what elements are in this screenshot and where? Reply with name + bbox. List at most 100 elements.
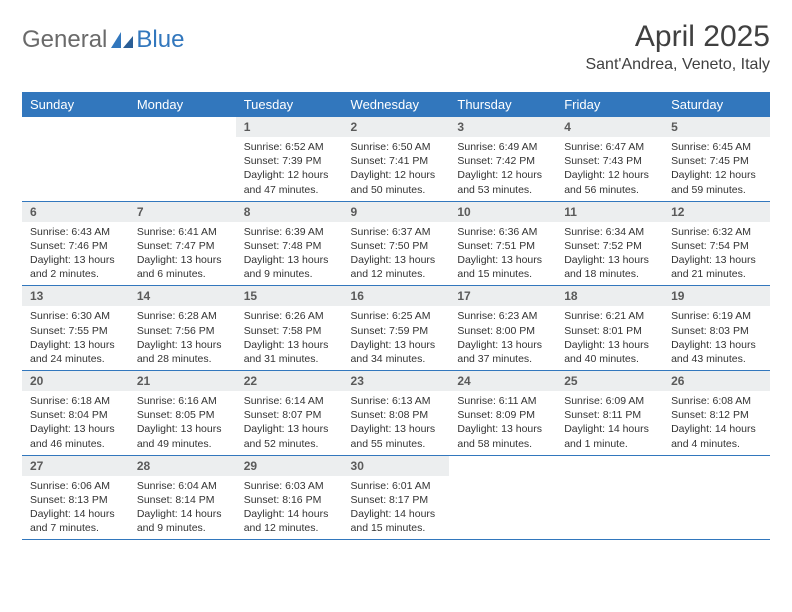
sunset-text: Sunset: 7:41 PM — [351, 154, 442, 168]
day-number: 13 — [22, 286, 129, 306]
day-details: Sunrise: 6:43 AMSunset: 7:46 PMDaylight:… — [22, 222, 129, 286]
daylight-text: Daylight: 13 hours and 31 minutes. — [244, 338, 335, 366]
calendar-empty-cell — [449, 455, 556, 540]
sunrise-text: Sunrise: 6:34 AM — [564, 225, 655, 239]
day-number: 26 — [663, 371, 770, 391]
daylight-text: Daylight: 13 hours and 46 minutes. — [30, 422, 121, 450]
sunrise-text: Sunrise: 6:13 AM — [351, 394, 442, 408]
daylight-text: Daylight: 12 hours and 47 minutes. — [244, 168, 335, 196]
daylight-text: Daylight: 13 hours and 40 minutes. — [564, 338, 655, 366]
sunset-text: Sunset: 7:45 PM — [671, 154, 762, 168]
calendar-empty-cell — [22, 117, 129, 201]
daylight-text: Daylight: 13 hours and 43 minutes. — [671, 338, 762, 366]
calendar-day-cell: 22Sunrise: 6:14 AMSunset: 8:07 PMDayligh… — [236, 371, 343, 456]
sunrise-text: Sunrise: 6:11 AM — [457, 394, 548, 408]
day-number: 30 — [343, 456, 450, 476]
day-number: 29 — [236, 456, 343, 476]
daylight-text: Daylight: 13 hours and 15 minutes. — [457, 253, 548, 281]
sunrise-text: Sunrise: 6:43 AM — [30, 225, 121, 239]
day-number: 22 — [236, 371, 343, 391]
day-number: 7 — [129, 202, 236, 222]
calendar-day-cell: 15Sunrise: 6:26 AMSunset: 7:58 PMDayligh… — [236, 286, 343, 371]
daylight-text: Daylight: 14 hours and 1 minute. — [564, 422, 655, 450]
calendar-day-cell: 25Sunrise: 6:09 AMSunset: 8:11 PMDayligh… — [556, 371, 663, 456]
daylight-text: Daylight: 13 hours and 18 minutes. — [564, 253, 655, 281]
logo-sail-icon — [111, 32, 133, 48]
logo-text-blue: Blue — [136, 26, 184, 54]
day-number: 9 — [343, 202, 450, 222]
calendar-day-cell: 20Sunrise: 6:18 AMSunset: 8:04 PMDayligh… — [22, 371, 129, 456]
brand-logo: General Blue — [22, 26, 184, 54]
sunset-text: Sunset: 8:01 PM — [564, 324, 655, 338]
day-details: Sunrise: 6:34 AMSunset: 7:52 PMDaylight:… — [556, 222, 663, 286]
day-number: 12 — [663, 202, 770, 222]
sunrise-text: Sunrise: 6:14 AM — [244, 394, 335, 408]
sunrise-text: Sunrise: 6:36 AM — [457, 225, 548, 239]
calendar-week-row: 1Sunrise: 6:52 AMSunset: 7:39 PMDaylight… — [22, 117, 770, 201]
sunrise-text: Sunrise: 6:09 AM — [564, 394, 655, 408]
sunset-text: Sunset: 7:51 PM — [457, 239, 548, 253]
calendar-day-cell: 4Sunrise: 6:47 AMSunset: 7:43 PMDaylight… — [556, 117, 663, 201]
calendar-day-cell: 8Sunrise: 6:39 AMSunset: 7:48 PMDaylight… — [236, 201, 343, 286]
calendar-day-cell: 5Sunrise: 6:45 AMSunset: 7:45 PMDaylight… — [663, 117, 770, 201]
calendar-day-cell: 18Sunrise: 6:21 AMSunset: 8:01 PMDayligh… — [556, 286, 663, 371]
calendar-empty-cell — [663, 455, 770, 540]
sunrise-text: Sunrise: 6:04 AM — [137, 479, 228, 493]
calendar-week-row: 20Sunrise: 6:18 AMSunset: 8:04 PMDayligh… — [22, 371, 770, 456]
daylight-text: Daylight: 13 hours and 2 minutes. — [30, 253, 121, 281]
sunset-text: Sunset: 7:50 PM — [351, 239, 442, 253]
day-details: Sunrise: 6:37 AMSunset: 7:50 PMDaylight:… — [343, 222, 450, 286]
day-details: Sunrise: 6:41 AMSunset: 7:47 PMDaylight:… — [129, 222, 236, 286]
calendar-day-cell: 17Sunrise: 6:23 AMSunset: 8:00 PMDayligh… — [449, 286, 556, 371]
day-number: 28 — [129, 456, 236, 476]
day-number: 18 — [556, 286, 663, 306]
sunset-text: Sunset: 8:12 PM — [671, 408, 762, 422]
sunrise-text: Sunrise: 6:23 AM — [457, 309, 548, 323]
sunrise-text: Sunrise: 6:08 AM — [671, 394, 762, 408]
day-number: 15 — [236, 286, 343, 306]
daylight-text: Daylight: 13 hours and 58 minutes. — [457, 422, 548, 450]
sunrise-text: Sunrise: 6:45 AM — [671, 140, 762, 154]
day-details: Sunrise: 6:36 AMSunset: 7:51 PMDaylight:… — [449, 222, 556, 286]
day-details: Sunrise: 6:25 AMSunset: 7:59 PMDaylight:… — [343, 306, 450, 370]
daylight-text: Daylight: 13 hours and 12 minutes. — [351, 253, 442, 281]
daylight-text: Daylight: 14 hours and 7 minutes. — [30, 507, 121, 535]
calendar-day-cell: 9Sunrise: 6:37 AMSunset: 7:50 PMDaylight… — [343, 201, 450, 286]
calendar-day-cell: 27Sunrise: 6:06 AMSunset: 8:13 PMDayligh… — [22, 455, 129, 540]
weekday-header: Wednesday — [343, 92, 450, 117]
sunset-text: Sunset: 7:48 PM — [244, 239, 335, 253]
calendar-day-cell: 16Sunrise: 6:25 AMSunset: 7:59 PMDayligh… — [343, 286, 450, 371]
calendar-week-row: 27Sunrise: 6:06 AMSunset: 8:13 PMDayligh… — [22, 455, 770, 540]
sunrise-text: Sunrise: 6:52 AM — [244, 140, 335, 154]
calendar-table: SundayMondayTuesdayWednesdayThursdayFrid… — [22, 92, 770, 540]
daylight-text: Daylight: 14 hours and 9 minutes. — [137, 507, 228, 535]
sunset-text: Sunset: 8:05 PM — [137, 408, 228, 422]
calendar-day-cell: 21Sunrise: 6:16 AMSunset: 8:05 PMDayligh… — [129, 371, 236, 456]
calendar-day-cell: 24Sunrise: 6:11 AMSunset: 8:09 PMDayligh… — [449, 371, 556, 456]
day-number: 21 — [129, 371, 236, 391]
calendar-day-cell: 2Sunrise: 6:50 AMSunset: 7:41 PMDaylight… — [343, 117, 450, 201]
page-header: General Blue April 2025 Sant'Andrea, Ven… — [22, 20, 770, 74]
sunset-text: Sunset: 7:58 PM — [244, 324, 335, 338]
day-details: Sunrise: 6:18 AMSunset: 8:04 PMDaylight:… — [22, 391, 129, 455]
daylight-text: Daylight: 12 hours and 56 minutes. — [564, 168, 655, 196]
daylight-text: Daylight: 13 hours and 9 minutes. — [244, 253, 335, 281]
logo-text-general: General — [22, 26, 107, 54]
day-details: Sunrise: 6:45 AMSunset: 7:45 PMDaylight:… — [663, 137, 770, 201]
daylight-text: Daylight: 13 hours and 34 minutes. — [351, 338, 442, 366]
weekday-header: Friday — [556, 92, 663, 117]
weekday-header: Thursday — [449, 92, 556, 117]
day-details: Sunrise: 6:14 AMSunset: 8:07 PMDaylight:… — [236, 391, 343, 455]
sunrise-text: Sunrise: 6:41 AM — [137, 225, 228, 239]
day-number: 3 — [449, 117, 556, 137]
calendar-day-cell: 13Sunrise: 6:30 AMSunset: 7:55 PMDayligh… — [22, 286, 129, 371]
calendar-day-cell: 11Sunrise: 6:34 AMSunset: 7:52 PMDayligh… — [556, 201, 663, 286]
daylight-text: Daylight: 14 hours and 15 minutes. — [351, 507, 442, 535]
day-details: Sunrise: 6:52 AMSunset: 7:39 PMDaylight:… — [236, 137, 343, 201]
daylight-text: Daylight: 14 hours and 4 minutes. — [671, 422, 762, 450]
sunset-text: Sunset: 8:16 PM — [244, 493, 335, 507]
calendar-week-row: 13Sunrise: 6:30 AMSunset: 7:55 PMDayligh… — [22, 286, 770, 371]
day-details: Sunrise: 6:01 AMSunset: 8:17 PMDaylight:… — [343, 476, 450, 540]
calendar-day-cell: 6Sunrise: 6:43 AMSunset: 7:46 PMDaylight… — [22, 201, 129, 286]
sunrise-text: Sunrise: 6:30 AM — [30, 309, 121, 323]
